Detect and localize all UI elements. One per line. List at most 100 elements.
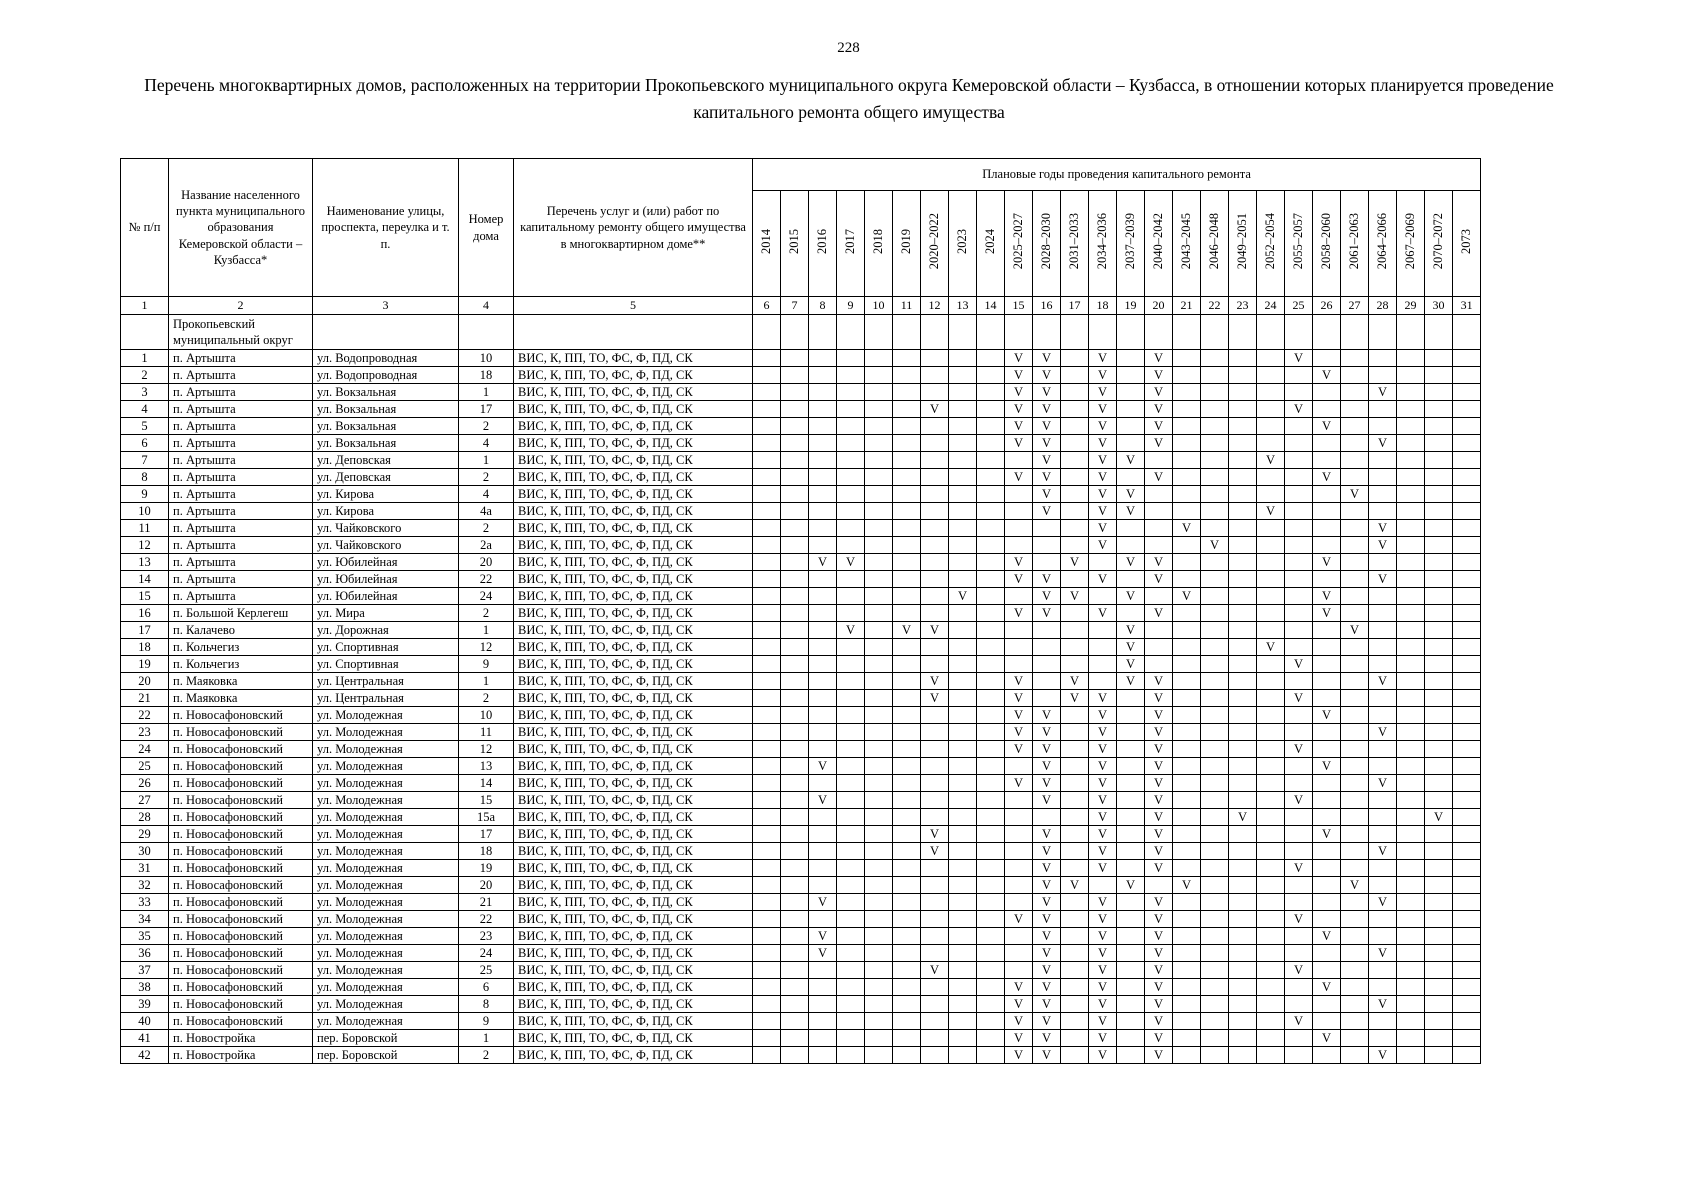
year-mark-cell [752,536,781,554]
year-mark-cell [1396,570,1425,588]
year-mark-cell: V [1088,893,1117,911]
year-mark-cell [948,519,977,537]
year-mark-cell [1424,366,1453,384]
works-cell: ВИС, К, ПП, ТО, ФС, Ф, ПД, СК [513,638,753,656]
year-label: 2070–2072 [1431,213,1446,270]
year-mark-cell [1256,944,1285,962]
year-mark-cell: V [1032,944,1061,962]
year-mark-cell [752,842,781,860]
column-number-cell: 31 [1451,296,1482,315]
year-mark-cell [1228,893,1257,911]
year-mark-cell [1116,468,1145,486]
year-mark-cell [892,655,921,673]
year-mark-cell [1256,570,1285,588]
row-number-cell: 10 [120,502,169,520]
year-mark-cell [1368,927,1397,945]
house-number-cell: 23 [458,927,514,945]
year-mark-cell [1256,536,1285,554]
table-row: 35 п. Новосафоновский ул. Молодежная 23 ВИС,… [120,927,1482,945]
row-number-cell: 35 [120,927,169,945]
house-number-cell: 10 [458,349,514,367]
year-mark-cell: V [920,672,949,690]
house-number-cell: 1 [458,383,514,401]
year-mark-cell [1424,961,1453,979]
year-mark-cell [1116,1046,1145,1064]
year-mark-cell [836,366,865,384]
year-mark-cell [752,706,781,724]
year-mark-cell [1284,383,1313,401]
works-cell: ВИС, К, ПП, ТО, ФС, Ф, ПД, СК [513,1046,753,1064]
year-mark-cell [1284,723,1313,741]
year-mark-cell [892,791,921,809]
row-number-cell: 17 [120,621,169,639]
year-mark-cell [1396,400,1425,418]
year-mark-cell [836,468,865,486]
year-mark-cell [1256,978,1285,996]
table-row: 18 п. Кольчегиз ул. Спортивная 12 ВИС, К, ПП… [120,638,1482,656]
year-mark-cell: V [1312,587,1341,605]
year-mark-cell [1451,417,1482,435]
year-mark-cell: V [1144,400,1173,418]
year-mark-cell [864,485,893,503]
year-mark-cell: V [1088,740,1117,758]
year-mark-cell [1060,842,1089,860]
year-mark-cell [1451,604,1482,622]
year-mark-cell [1060,655,1089,673]
year-mark-cell [976,791,1005,809]
year-mark-cell [780,604,809,622]
year-mark-cell [1424,570,1453,588]
year-mark-cell [1032,672,1061,690]
table-row: 29 п. Новосафоновский ул. Молодежная 17 ВИС,… [120,825,1482,843]
settlement-cell: п. Артышта [168,485,313,503]
year-mark-cell [1228,502,1257,520]
year-mark-cell [780,485,809,503]
year-mark-cell [836,927,865,945]
works-cell: ВИС, К, ПП, ТО, ФС, Ф, ПД, СК [513,995,753,1013]
year-mark-cell [1228,1046,1257,1064]
year-mark-cell [892,349,921,367]
year-mark-cell [780,842,809,860]
year-mark-cell [1200,366,1229,384]
year-mark-cell [1228,1012,1257,1030]
year-mark-cell [864,434,893,452]
works-cell: ВИС, К, ПП, ТО, ФС, Ф, ПД, СК [513,774,753,792]
year-mark-cell [1396,893,1425,911]
year-mark-cell: V [1340,876,1369,894]
year-mark-cell [752,383,781,401]
year-mark-cell [1368,621,1397,639]
year-mark-cell [1256,434,1285,452]
house-number-cell: 11 [458,723,514,741]
year-mark-cell [1228,774,1257,792]
table-row: 34 п. Новосафоновский ул. Молодежная 22 ВИС,… [120,910,1482,928]
year-mark-cell: V [1144,383,1173,401]
year-mark-cell [1172,842,1201,860]
year-mark-cell: V [1032,1029,1061,1047]
year-mark-cell: V [1312,1029,1341,1047]
year-mark-cell [836,859,865,877]
year-mark-cell [1396,383,1425,401]
year-mark-cell [1424,774,1453,792]
year-mark-cell [1200,434,1229,452]
year-mark-cell [1451,910,1482,928]
year-mark-cell [1396,366,1425,384]
year-column-header: 2049–2051 [1228,190,1257,297]
works-cell: ВИС, К, ПП, ТО, ФС, Ф, ПД, СК [513,876,753,894]
year-mark-cell [948,995,977,1013]
year-mark-cell [1340,638,1369,656]
year-mark-cell [1116,689,1145,707]
year-mark-cell [752,672,781,690]
year-mark-cell [1004,314,1033,350]
year-mark-cell [1228,553,1257,571]
year-mark-cell [752,485,781,503]
year-column-header: 2052–2054 [1256,190,1285,297]
year-mark-cell [1256,1029,1285,1047]
year-mark-cell: V [1088,859,1117,877]
year-mark-cell [808,502,837,520]
year-mark-cell [1340,774,1369,792]
year-mark-cell [1368,706,1397,724]
year-mark-cell [1451,978,1482,996]
year-mark-cell [780,536,809,554]
year-mark-cell: V [1284,859,1313,877]
year-mark-cell [1200,553,1229,571]
year-mark-cell [1116,314,1145,350]
